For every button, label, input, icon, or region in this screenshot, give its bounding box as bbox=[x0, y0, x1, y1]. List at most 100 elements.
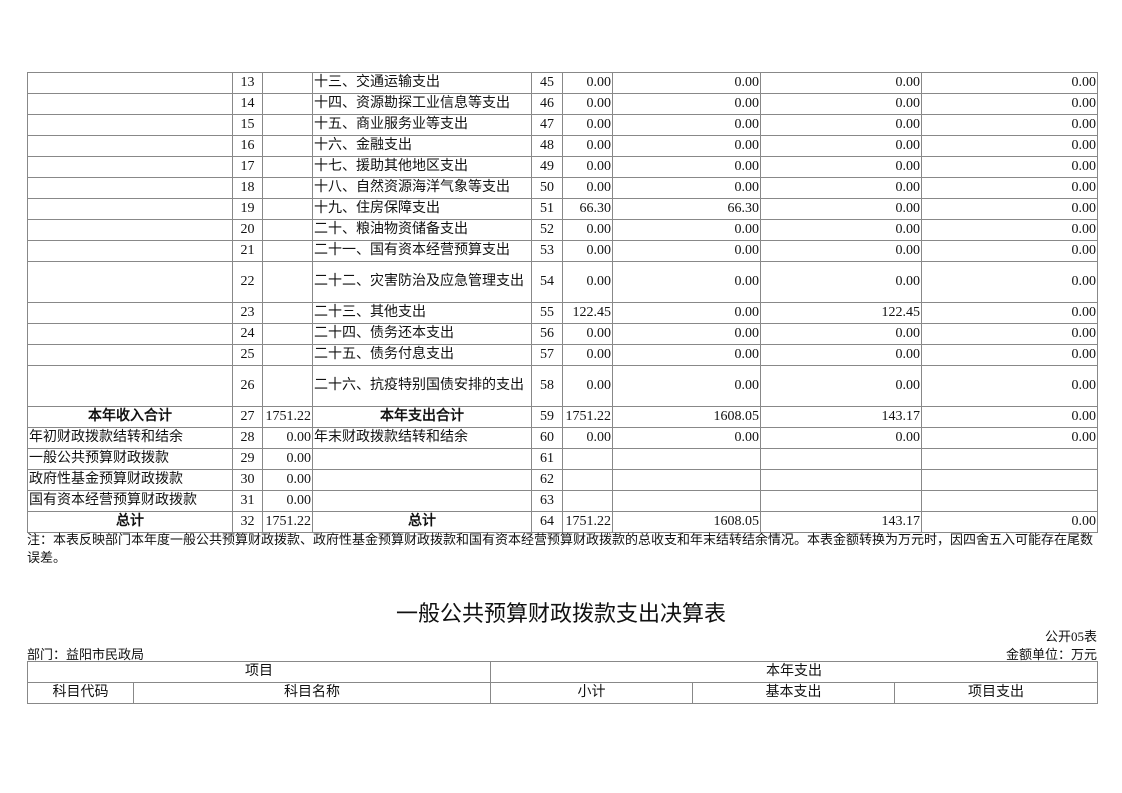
income-amount-cell bbox=[262, 114, 313, 136]
header-basic-expenditure: 基本支出 bbox=[692, 682, 895, 704]
expenditure-item: 十四、资源勘探工业信息等支出 bbox=[312, 93, 532, 115]
income-item-cell bbox=[27, 344, 233, 366]
summary-row: 总计 32 1751.22 总计 64 1751.22 1608.05 143.17 0.00 bbox=[27, 511, 1098, 533]
income-amount-cell bbox=[262, 365, 313, 407]
row-number: 49 bbox=[531, 156, 563, 178]
income-amount-cell bbox=[262, 198, 313, 220]
amount-project: 0.00 bbox=[760, 177, 922, 199]
income-amount: 0.00 bbox=[262, 490, 313, 512]
amount-total bbox=[562, 490, 613, 512]
amount-other: 0.00 bbox=[921, 511, 1098, 533]
table-row: 17 十七、援助其他地区支出 49 0.00 0.00 0.00 0.00 bbox=[27, 156, 1098, 178]
row-number: 46 bbox=[531, 93, 563, 115]
income-item-cell bbox=[27, 365, 233, 407]
amount-basic: 66.30 bbox=[612, 198, 761, 220]
summary-row: 年初财政拨款结转和结余 28 0.00 年末财政拨款结转和结余 60 0.00 0.00 0.… bbox=[27, 427, 1098, 449]
amount-total: 66.30 bbox=[562, 198, 613, 220]
income-item-cell bbox=[27, 261, 233, 303]
fiscal-allocation-revenue-expenditure-table: 13 十三、交通运输支出 45 0.00 0.00 0.00 0.00 14 十四、资源勘探工业… bbox=[27, 72, 1098, 533]
amount-other: 0.00 bbox=[921, 72, 1098, 94]
amount-other: 0.00 bbox=[921, 177, 1098, 199]
header-subject-code: 科目代码 bbox=[27, 682, 134, 704]
amount-basic: 0.00 bbox=[612, 427, 761, 449]
header-row: 项目 本年支出 bbox=[27, 661, 1099, 683]
income-amount-cell bbox=[262, 156, 313, 178]
header-project: 项目 bbox=[27, 661, 491, 683]
amount-other: 0.00 bbox=[921, 344, 1098, 366]
amount-project: 0.00 bbox=[760, 72, 922, 94]
row-number: 23 bbox=[232, 302, 263, 324]
amount-project: 0.00 bbox=[760, 135, 922, 157]
income-item: 本年收入合计 bbox=[27, 406, 233, 428]
header-row: 科目代码 科目名称 小计 基本支出 项目支出 bbox=[27, 682, 1099, 704]
row-number: 60 bbox=[531, 427, 563, 449]
income-amount-cell bbox=[262, 177, 313, 199]
summary-row: 一般公共预算财政拨款 29 0.00 61 bbox=[27, 448, 1098, 470]
income-item-cell bbox=[27, 219, 233, 241]
expenditure-item bbox=[312, 490, 532, 512]
amount-total: 1751.22 bbox=[562, 511, 613, 533]
amount-basic: 0.00 bbox=[612, 261, 761, 303]
page-title: 一般公共预算财政拨款支出决算表 bbox=[395, 601, 726, 626]
amount-basic: 0.00 bbox=[612, 177, 761, 199]
expenditure-item: 十七、援助其他地区支出 bbox=[312, 156, 532, 178]
amount-project: 0.00 bbox=[760, 219, 922, 241]
amount-basic: 0.00 bbox=[612, 135, 761, 157]
amount-project: 0.00 bbox=[760, 261, 922, 303]
row-number: 14 bbox=[232, 93, 263, 115]
amount-basic bbox=[612, 448, 761, 470]
row-number: 62 bbox=[531, 469, 563, 491]
amount-basic: 1608.05 bbox=[612, 406, 761, 428]
amount-total bbox=[562, 469, 613, 491]
income-amount: 0.00 bbox=[262, 427, 313, 449]
row-number: 13 bbox=[232, 72, 263, 94]
amount-other: 0.00 bbox=[921, 240, 1098, 262]
amount-other bbox=[921, 469, 1098, 491]
income-item-cell bbox=[27, 177, 233, 199]
table-row: 25 二十五、债务付息支出 57 0.00 0.00 0.00 0.00 bbox=[27, 344, 1098, 366]
row-number: 25 bbox=[232, 344, 263, 366]
amount-other bbox=[921, 448, 1098, 470]
amount-basic: 0.00 bbox=[612, 93, 761, 115]
expenditure-item: 二十六、抗疫特别国债安排的支出 bbox=[312, 365, 532, 407]
amount-total: 0.00 bbox=[562, 427, 613, 449]
header-subject-name: 科目名称 bbox=[133, 682, 491, 704]
row-number: 55 bbox=[531, 302, 563, 324]
table-row: 22 二十二、灾害防治及应急管理支出 54 0.00 0.00 0.00 0.00 bbox=[27, 261, 1098, 303]
amount-other: 0.00 bbox=[921, 365, 1098, 407]
row-number: 56 bbox=[531, 323, 563, 345]
income-amount: 1751.22 bbox=[262, 406, 313, 428]
income-item: 总计 bbox=[27, 511, 233, 533]
table-row: 21 二十一、国有资本经营预算支出 53 0.00 0.00 0.00 0.00 bbox=[27, 240, 1098, 262]
amount-other: 0.00 bbox=[921, 427, 1098, 449]
income-amount-cell bbox=[262, 135, 313, 157]
expenditure-item: 二十、粮油物资储备支出 bbox=[312, 219, 532, 241]
row-number: 22 bbox=[232, 261, 263, 303]
amount-basic: 1608.05 bbox=[612, 511, 761, 533]
amount-project: 0.00 bbox=[760, 114, 922, 136]
income-amount: 1751.22 bbox=[262, 511, 313, 533]
row-number: 18 bbox=[232, 177, 263, 199]
amount-project: 122.45 bbox=[760, 302, 922, 324]
amount-total: 0.00 bbox=[562, 261, 613, 303]
row-number: 64 bbox=[531, 511, 563, 533]
amount-basic: 0.00 bbox=[612, 156, 761, 178]
amount-basic: 0.00 bbox=[612, 240, 761, 262]
amount-project: 0.00 bbox=[760, 156, 922, 178]
row-number: 31 bbox=[232, 490, 263, 512]
row-number: 16 bbox=[232, 135, 263, 157]
row-number: 52 bbox=[531, 219, 563, 241]
amount-total: 0.00 bbox=[562, 177, 613, 199]
income-amount-cell bbox=[262, 323, 313, 345]
income-item: 政府性基金预算财政拨款 bbox=[27, 469, 233, 491]
amount-project: 0.00 bbox=[760, 427, 922, 449]
table-row: 18 十八、自然资源海洋气象等支出 50 0.00 0.00 0.00 0.00 bbox=[27, 177, 1098, 199]
row-number: 53 bbox=[531, 240, 563, 262]
summary-row: 政府性基金预算财政拨款 30 0.00 62 bbox=[27, 469, 1098, 491]
amount-project: 143.17 bbox=[760, 511, 922, 533]
amount-total: 1751.22 bbox=[562, 406, 613, 428]
amount-other: 0.00 bbox=[921, 261, 1098, 303]
income-amount: 0.00 bbox=[262, 469, 313, 491]
table-row: 14 十四、资源勘探工业信息等支出 46 0.00 0.00 0.00 0.00 bbox=[27, 93, 1098, 115]
table-row: 24 二十四、债务还本支出 56 0.00 0.00 0.00 0.00 bbox=[27, 323, 1098, 345]
